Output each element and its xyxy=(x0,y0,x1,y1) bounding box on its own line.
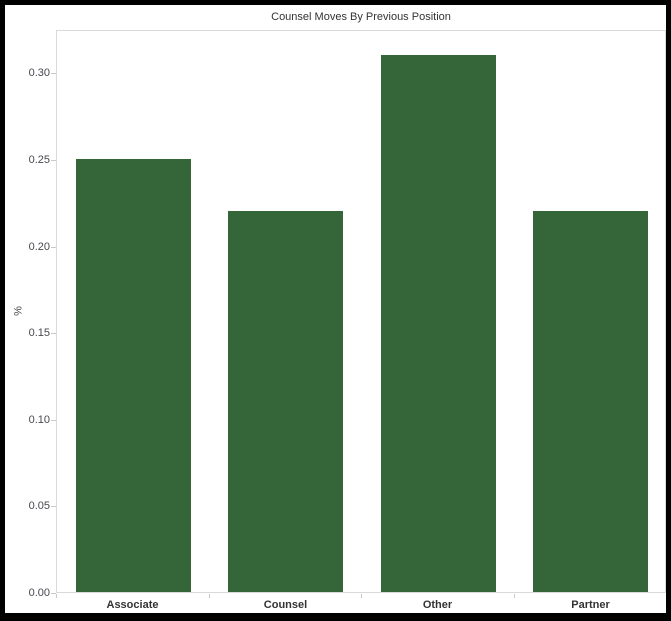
y-tick-label: 0.30 xyxy=(28,67,50,79)
y-tick-mark xyxy=(51,333,56,334)
y-tick-mark xyxy=(51,73,56,74)
y-tick-mark xyxy=(51,160,56,161)
bar-counsel[interactable] xyxy=(228,211,343,592)
x-category-label-counsel: Counsel xyxy=(263,599,308,611)
y-tick-mark xyxy=(51,593,56,594)
bar-partner[interactable] xyxy=(533,211,648,592)
x-tick-mark xyxy=(209,594,210,598)
plot-area xyxy=(56,30,666,593)
y-tick-mark xyxy=(51,420,56,421)
x-tick-mark xyxy=(361,594,362,598)
x-category-label-associate: Associate xyxy=(106,599,159,611)
x-tick-mark xyxy=(56,594,57,598)
y-tick-label: 0.20 xyxy=(28,241,50,253)
y-tick-label: 0.10 xyxy=(28,414,50,426)
y-tick-label: 0.15 xyxy=(28,327,50,339)
y-axis-title: % xyxy=(12,306,25,316)
x-category-label-other: Other xyxy=(422,599,453,611)
chart-title: Counsel Moves By Previous Position xyxy=(271,11,451,23)
x-tick-mark xyxy=(514,594,515,598)
x-category-label-partner: Partner xyxy=(571,599,610,611)
y-tick-label: 0.05 xyxy=(28,500,50,512)
bar-associate[interactable] xyxy=(76,159,191,592)
y-tick-label: 0.25 xyxy=(28,154,50,166)
y-tick-label: 0.00 xyxy=(28,587,50,599)
y-tick-mark xyxy=(51,506,56,507)
x-tick-mark xyxy=(666,594,667,598)
bar-other[interactable] xyxy=(381,55,496,592)
y-tick-mark xyxy=(51,247,56,248)
chart-canvas: Counsel Moves By Previous Position % Ass… xyxy=(5,5,666,613)
